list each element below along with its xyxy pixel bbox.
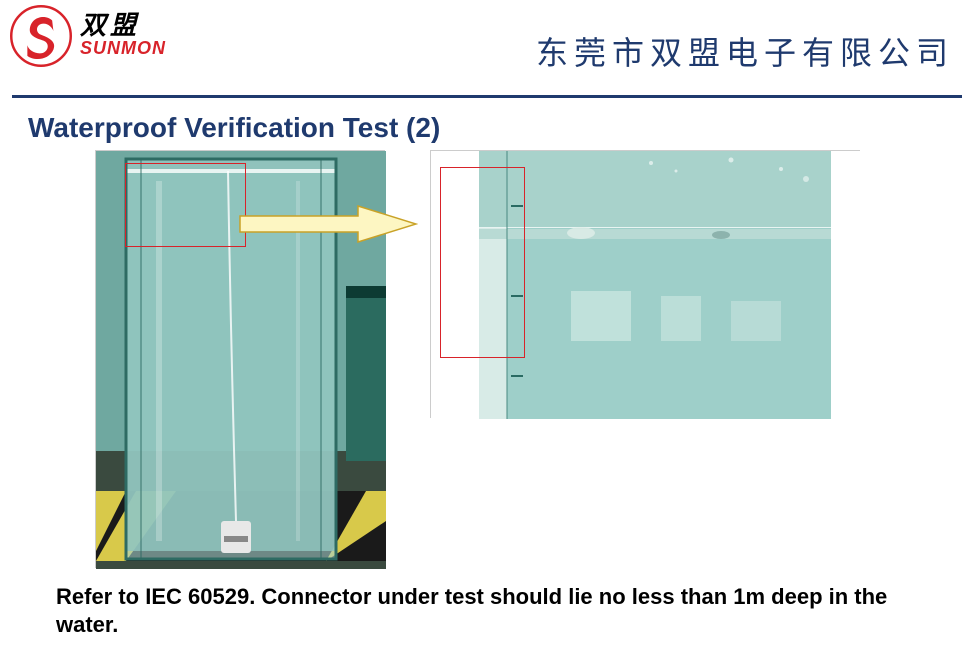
photo-tank-closeup [430, 150, 860, 418]
header-divider [12, 95, 962, 98]
logo-cn-text: 双盟 [80, 12, 166, 38]
arrow-icon [238, 204, 418, 244]
caption-text: Refer to IEC 60529. Connector under test… [56, 583, 944, 638]
logo-text: 双盟 SUNMON [80, 12, 166, 60]
header: 双盟 SUNMON 东莞市双盟电子有限公司 [0, 0, 974, 95]
highlight-box-left [125, 163, 246, 246]
logo-block: 双盟 SUNMON [10, 5, 166, 67]
logo-icon [10, 5, 72, 67]
logo-en-text: SUNMON [80, 38, 166, 60]
highlight-box-right [440, 167, 526, 359]
company-name: 东莞市双盟电子有限公司 [536, 28, 954, 74]
content-area [0, 150, 974, 580]
slide-title: Waterproof Verification Test (2) [28, 112, 440, 144]
